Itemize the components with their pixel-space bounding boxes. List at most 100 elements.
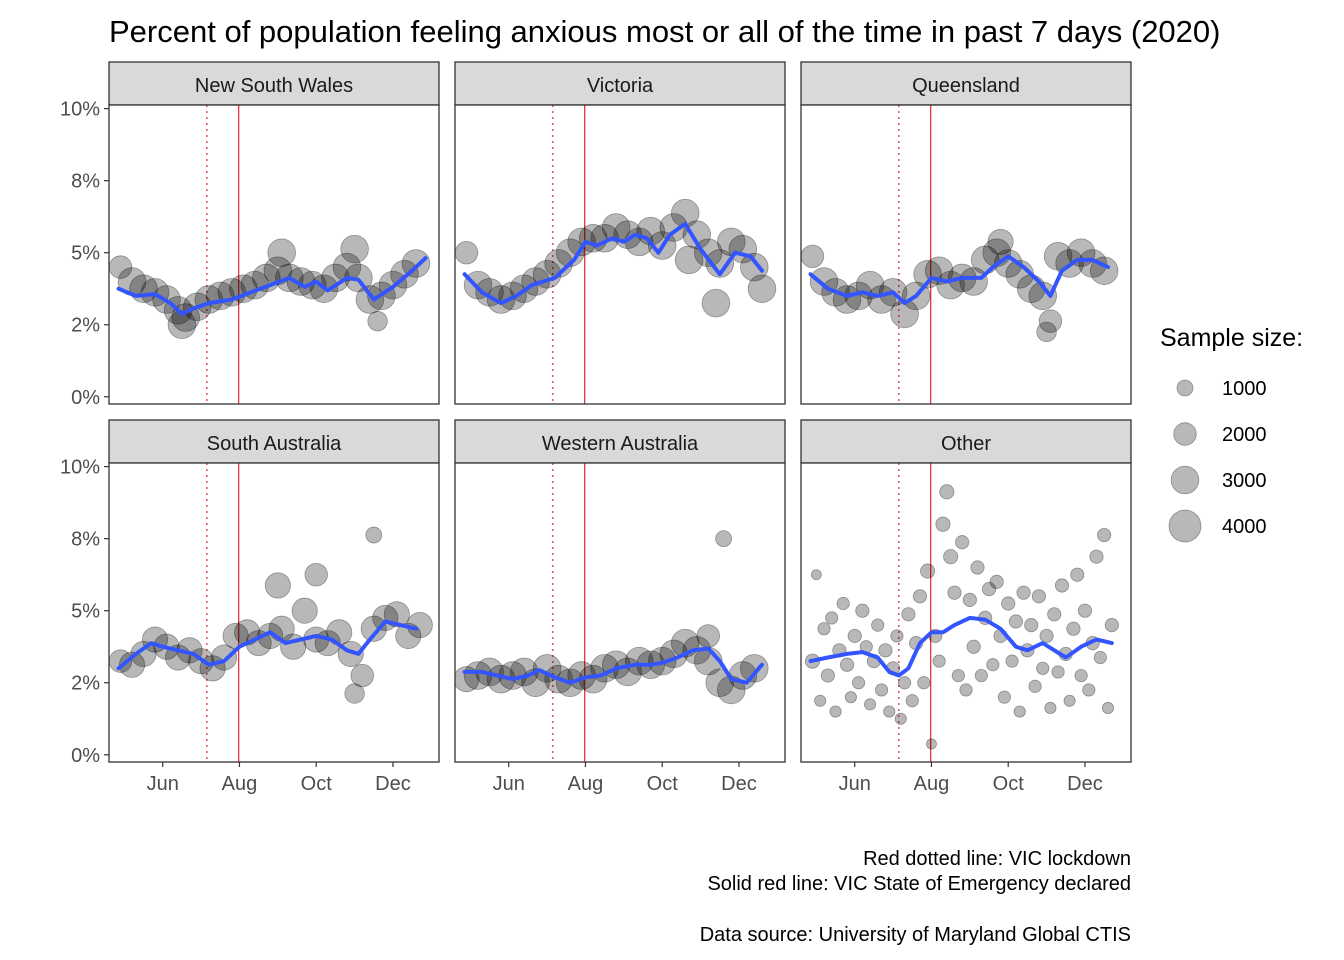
- facet-panel-border: [108, 462, 440, 763]
- data-point: [367, 310, 388, 332]
- data-point: [829, 705, 842, 718]
- data-point: [987, 228, 1014, 255]
- data-point: [871, 618, 885, 632]
- data-point: [740, 252, 769, 282]
- data-point: [966, 639, 981, 654]
- legend-entry-label: 2000: [1222, 424, 1267, 446]
- data-point: [264, 572, 291, 599]
- trend-line: [116, 256, 428, 316]
- data-point: [986, 658, 1000, 672]
- data-point: [567, 227, 596, 257]
- data-point: [993, 249, 1023, 278]
- legend: Sample size: 1000 2000 3000 4000: [1160, 324, 1303, 543]
- data-point: [1036, 321, 1057, 343]
- y-tick-label: 2%: [71, 673, 100, 695]
- data-point: [898, 676, 912, 690]
- facet-panel-border: [800, 104, 1132, 405]
- data-point: [874, 683, 889, 697]
- x-tick-label: Dec: [721, 773, 757, 795]
- facet-strip-label: South Australia: [207, 433, 342, 455]
- x-tick-label: Oct: [301, 773, 333, 795]
- facet-plot-area: [455, 463, 769, 762]
- data-point: [836, 596, 850, 611]
- facet-strip: [108, 61, 440, 106]
- data-point: [1077, 603, 1093, 618]
- data-point: [817, 622, 831, 636]
- y-tick-label: 2%: [71, 315, 100, 337]
- facet-south-australia: South Australia 0% 2% 5% 8% 10% Jun Aug Oct Dec: [60, 419, 440, 795]
- data-point: [890, 299, 919, 329]
- data-point: [847, 628, 862, 644]
- data-point: [947, 585, 962, 600]
- x-tick-label: Jun: [493, 773, 525, 795]
- data-point: [455, 240, 479, 265]
- data-point: [1001, 596, 1016, 611]
- x-tick-label: Dec: [375, 773, 411, 795]
- data-point: [1097, 527, 1112, 543]
- data-point: [1013, 705, 1026, 718]
- x-tick-label: Aug: [568, 773, 604, 795]
- data-point: [901, 607, 916, 622]
- legend-entry-label: 1000: [1222, 378, 1267, 400]
- data-point: [890, 629, 904, 643]
- panels-layer: New South Wales 0% 2% 5% 8% 10% Victoria Queens…: [60, 61, 1132, 795]
- facet-strip-label: Other: [941, 433, 991, 455]
- facet-panel-background: [455, 105, 785, 404]
- facet-strip-label: Queensland: [912, 75, 1020, 97]
- data-point: [883, 705, 896, 718]
- facet-plot-area: [804, 463, 1119, 762]
- data-point: [855, 603, 870, 618]
- data-point: [355, 285, 385, 314]
- facet-panel-background: [801, 105, 1131, 404]
- data-point: [332, 252, 362, 282]
- legend-title: Sample size:: [1160, 324, 1303, 352]
- data-point: [1093, 650, 1107, 665]
- data-point: [1016, 585, 1031, 600]
- data-point: [962, 592, 977, 607]
- data-point: [959, 683, 973, 697]
- data-point: [1047, 607, 1062, 622]
- facet-victoria: Victoria: [454, 61, 786, 405]
- data-point: [406, 612, 433, 639]
- legend-key-circle: [1168, 509, 1202, 543]
- data-point: [696, 624, 720, 648]
- data-point: [705, 249, 735, 278]
- caption-line-emergency: Solid red line: VIC State of Emergency d…: [707, 873, 1131, 895]
- legend-entry: 2000: [1173, 422, 1267, 446]
- data-point: [701, 288, 731, 318]
- data-point: [674, 245, 704, 275]
- data-point: [401, 249, 431, 278]
- chart-title: Percent of population feeling anxious mo…: [109, 14, 1220, 49]
- data-point: [167, 310, 197, 340]
- legend-key-circle: [1173, 422, 1197, 446]
- legend-entry: 1000: [1176, 378, 1267, 400]
- data-point: [1054, 578, 1070, 593]
- data-point: [959, 267, 988, 296]
- data-point: [1031, 589, 1047, 604]
- facet-western-australia: Western Australia Jun Aug Oct Dec: [454, 419, 786, 795]
- data-point: [981, 581, 997, 597]
- data-point: [913, 260, 942, 289]
- data-point: [350, 663, 374, 688]
- facet-strip-label: New South Wales: [195, 75, 353, 97]
- data-point: [1051, 665, 1065, 679]
- data-point: [257, 622, 284, 649]
- facet-panel-border: [108, 104, 440, 405]
- data-point: [1008, 614, 1023, 629]
- data-point: [1063, 694, 1076, 707]
- data-point: [1028, 679, 1042, 693]
- data-point: [839, 657, 855, 672]
- facet-strip: [454, 61, 786, 106]
- data-point: [943, 549, 959, 565]
- legend-entry: 3000: [1170, 465, 1267, 495]
- facet-plot-area: [109, 105, 431, 404]
- facet-strip: [800, 419, 1132, 464]
- legend-key-circle: [1170, 465, 1200, 495]
- y-tick-label: 10%: [60, 457, 100, 479]
- caption-data-source: Data source: University of Maryland Glob…: [700, 924, 1131, 946]
- trend-line: [462, 646, 764, 685]
- data-point: [878, 643, 893, 658]
- facet-strip: [108, 419, 440, 464]
- data-point: [894, 712, 907, 725]
